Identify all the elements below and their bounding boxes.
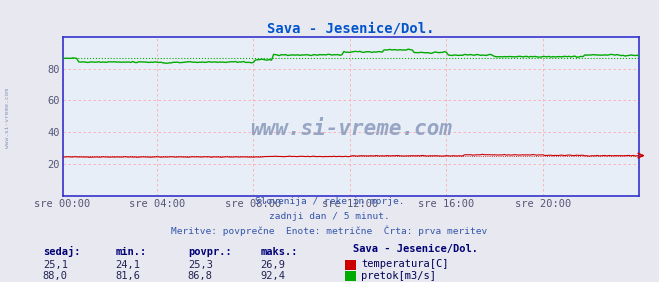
Text: 92,4: 92,4 — [260, 271, 285, 281]
Text: Meritve: povprečne  Enote: metrične  Črta: prva meritev: Meritve: povprečne Enote: metrične Črta:… — [171, 225, 488, 236]
Text: pretok[m3/s]: pretok[m3/s] — [361, 271, 436, 281]
Text: 88,0: 88,0 — [43, 271, 68, 281]
Text: Sava - Jesenice/Dol.: Sava - Jesenice/Dol. — [353, 244, 478, 254]
Text: 81,6: 81,6 — [115, 271, 140, 281]
Text: www.si-vreme.com: www.si-vreme.com — [250, 119, 452, 139]
Text: sedaj:: sedaj: — [43, 246, 80, 257]
Title: Sava - Jesenice/Dol.: Sava - Jesenice/Dol. — [267, 21, 435, 36]
Text: 25,1: 25,1 — [43, 261, 68, 270]
Text: 86,8: 86,8 — [188, 271, 213, 281]
Text: www.si-vreme.com: www.si-vreme.com — [5, 89, 11, 148]
Text: zadnji dan / 5 minut.: zadnji dan / 5 minut. — [269, 212, 390, 221]
Text: temperatura[C]: temperatura[C] — [361, 259, 449, 269]
Text: Slovenija / reke in morje.: Slovenija / reke in morje. — [255, 197, 404, 206]
Text: min.:: min.: — [115, 247, 146, 257]
Text: 24,1: 24,1 — [115, 261, 140, 270]
Text: 25,3: 25,3 — [188, 261, 213, 270]
Text: maks.:: maks.: — [260, 247, 298, 257]
Text: 26,9: 26,9 — [260, 261, 285, 270]
Text: povpr.:: povpr.: — [188, 247, 231, 257]
